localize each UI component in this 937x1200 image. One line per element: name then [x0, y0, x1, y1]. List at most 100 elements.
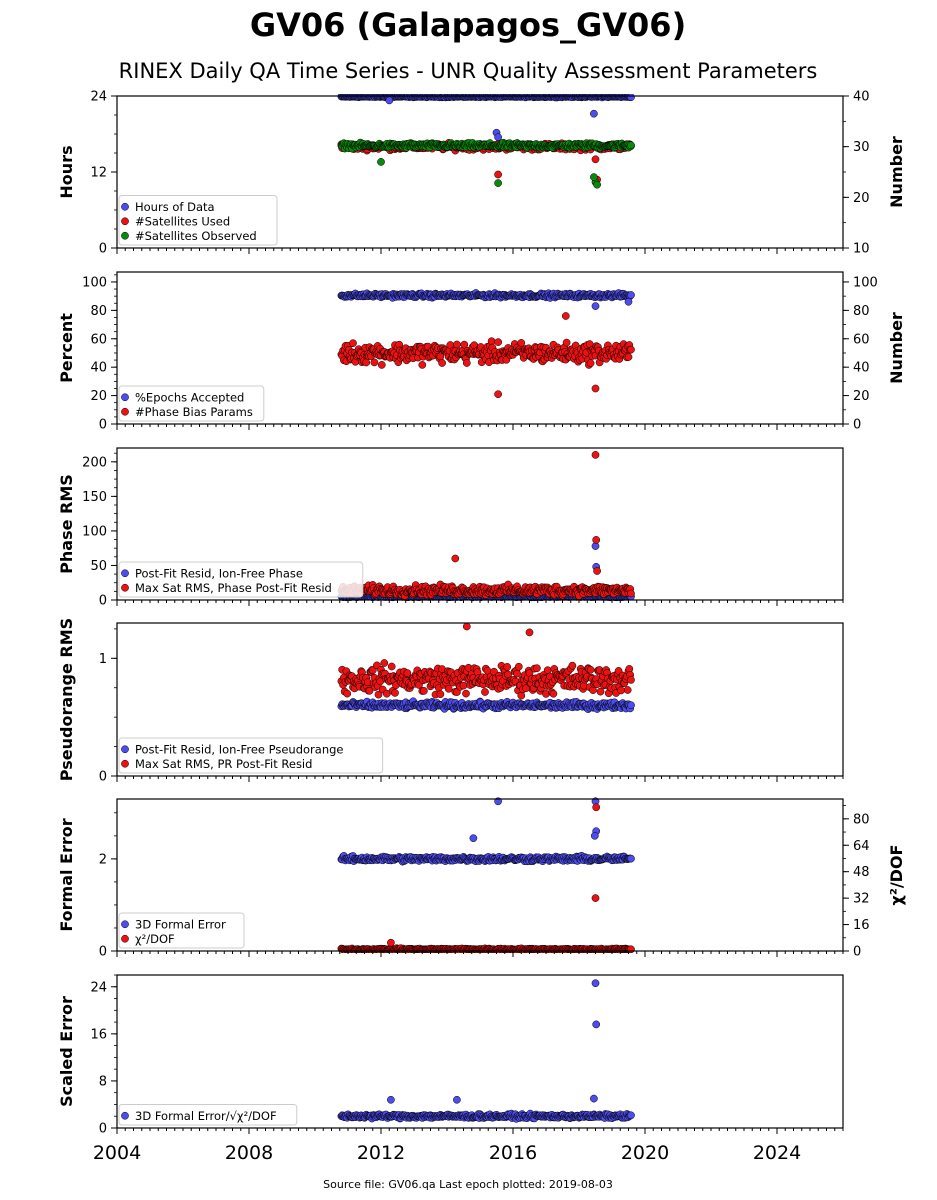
- y2-tick-label: 20: [853, 389, 870, 404]
- data-point-outlier: [593, 180, 601, 189]
- data-point: [514, 662, 523, 671]
- data-point: [349, 339, 357, 348]
- y-tick-label: 200: [82, 455, 107, 470]
- y-tick-label: 0: [99, 594, 107, 609]
- data-point: [549, 689, 558, 698]
- data-point: [343, 689, 352, 698]
- data-point: [403, 669, 412, 677]
- legend-label: 3D Formal Error: [135, 917, 226, 931]
- data-point: [370, 358, 379, 367]
- data-point-outlier: [385, 96, 394, 105]
- data-point-outlier: [591, 384, 600, 393]
- data-point-outlier: [462, 622, 471, 631]
- data-point: [596, 687, 605, 696]
- legend-label: Max Sat RMS, PR Post-Fit Resid: [135, 757, 312, 771]
- chart-subtitle: RINEX Daily QA Time Series - UNR Quality…: [119, 59, 818, 83]
- y-tick-label: 0: [99, 418, 107, 433]
- series-3: [337, 138, 635, 189]
- y2-tick-label: 0: [853, 945, 861, 960]
- legend-marker: [121, 202, 129, 211]
- data-point: [453, 340, 461, 349]
- data-point: [568, 661, 577, 670]
- y-axis-label: Formal Error: [57, 818, 76, 931]
- legend-marker: [121, 934, 129, 943]
- data-points: [337, 622, 635, 713]
- data-point-outlier: [591, 155, 600, 164]
- y2-tick-label: 32: [853, 892, 870, 907]
- series-1: [337, 697, 635, 713]
- data-point-outlier: [591, 451, 600, 459]
- legend-box: [118, 737, 384, 774]
- data-point: [627, 94, 635, 102]
- legend-marker: [121, 407, 129, 416]
- legend-box: [118, 385, 265, 422]
- data-point: [627, 854, 635, 863]
- data-point: [517, 691, 526, 700]
- series-1: [337, 979, 635, 1123]
- data-point: [420, 687, 428, 695]
- data-point-outlier: [387, 1095, 395, 1104]
- y-tick-label: 20: [90, 389, 107, 404]
- y-tick-label: 24: [90, 90, 107, 105]
- data-point-outlier: [591, 302, 600, 310]
- y2-tick-label: 64: [853, 839, 870, 854]
- data-point: [533, 664, 541, 673]
- data-point: [418, 361, 427, 369]
- legend-label: #Satellites Used: [135, 214, 230, 228]
- data-point: [627, 676, 635, 684]
- data-point: [617, 686, 625, 695]
- data-points: [337, 94, 635, 189]
- chart-title: GV06 (Galapagos_GV06): [250, 6, 686, 44]
- panel-2: 0 20 40 60 80 100 Percent 0 20 40 60 80 100 Number %Ep…: [57, 271, 906, 433]
- data-point: [627, 589, 635, 598]
- y2-tick-label: 40: [853, 361, 870, 376]
- data-point: [627, 141, 635, 150]
- data-point-outlier: [525, 628, 534, 637]
- y-tick-label: 80: [90, 304, 107, 319]
- legend-box: [118, 195, 278, 246]
- data-point: [586, 359, 595, 368]
- y-tick-label: 150: [82, 490, 107, 505]
- legend-marker: [121, 231, 129, 240]
- y-tick-label: 50: [90, 559, 107, 574]
- legend-box: [118, 561, 364, 598]
- y2-tick-label: 80: [853, 812, 870, 827]
- data-point: [377, 361, 386, 369]
- data-point: [513, 669, 521, 678]
- y-axis-label: Phase RMS: [57, 474, 76, 574]
- y2-tick-label: 20: [853, 191, 870, 206]
- legend-marker: [121, 393, 129, 402]
- legend-label: χ²/DOF: [135, 932, 175, 946]
- data-point: [362, 358, 371, 367]
- legend-label: Post-Fit Resid, Ion-Free Phase: [135, 566, 303, 580]
- legend-label: #Satellites Observed: [135, 229, 257, 243]
- legend-label: Max Sat RMS, Phase Post-Fit Resid: [135, 581, 332, 595]
- data-point: [365, 686, 374, 695]
- y2-tick-label: 100: [853, 275, 878, 290]
- data-point: [562, 338, 571, 347]
- data-point-outlier: [624, 297, 633, 306]
- data-point-outlier: [590, 173, 598, 181]
- data-point: [487, 337, 496, 346]
- data-point: [586, 665, 595, 674]
- data-point: [387, 662, 396, 671]
- data-point: [627, 291, 635, 299]
- y-tick-label: 100: [82, 524, 107, 539]
- data-points: [337, 979, 635, 1123]
- data-point-outlier: [592, 1020, 601, 1029]
- legend-marker: [121, 583, 129, 592]
- data-point: [459, 681, 468, 690]
- data-point-outlier: [469, 834, 478, 843]
- data-point: [462, 359, 471, 367]
- y2-tick-label: 60: [853, 332, 870, 347]
- data-point: [380, 659, 389, 667]
- data-point-outlier: [590, 1094, 598, 1103]
- legend-marker: [121, 759, 129, 768]
- data-point: [462, 689, 470, 698]
- data-point: [623, 686, 632, 694]
- legend: Hours of Data#Satellites Used#Satellites…: [118, 195, 278, 246]
- y-tick-label: 60: [90, 332, 107, 347]
